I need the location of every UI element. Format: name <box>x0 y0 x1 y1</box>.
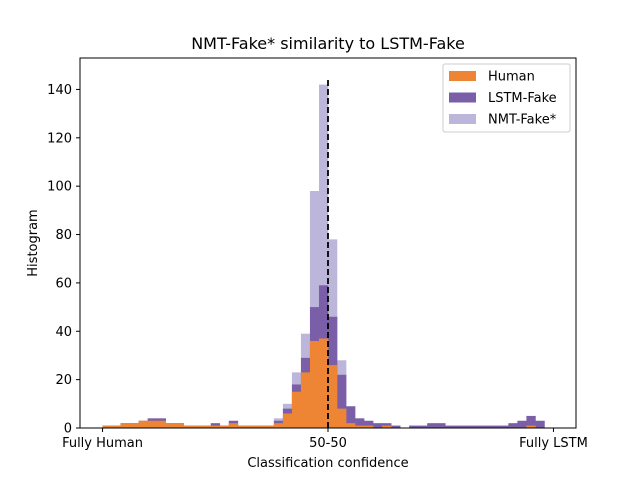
bar-lstm-fake-28 <box>355 418 365 428</box>
y-tick-label: 20 <box>55 373 72 388</box>
y-axis-ticks: 0 20 40 60 80 100 120 140 <box>47 83 80 437</box>
y-tick-label: 40 <box>55 325 72 340</box>
x-axis-label: Classification confidence <box>247 456 408 471</box>
y-axis-label: Histogram <box>26 209 41 276</box>
legend: Human LSTM-Fake NMT-Fake* <box>442 63 571 133</box>
bar-human-17 <box>255 425 266 428</box>
chart-title: NMT-Fake* similarity to LSTM-Fake <box>191 34 465 53</box>
bar-human-8 <box>174 423 185 428</box>
x-tick-label: Fully Human <box>62 436 143 451</box>
bar-lstm-fake-29 <box>364 420 374 428</box>
bar-human-1 <box>111 425 121 428</box>
bar-human-0 <box>102 425 112 428</box>
bar-human-3 <box>129 423 139 428</box>
legend-label-lstm-fake: LSTM-Fake <box>488 91 557 106</box>
y-tick-label: 80 <box>55 228 72 243</box>
bar-human-11 <box>201 425 212 428</box>
x-axis-ticks: Fully Human 50-50 Fully LSTM <box>62 428 588 451</box>
legend-label-human: Human <box>488 70 535 85</box>
bar-human-6 <box>156 420 166 428</box>
bar-lstm-fake-27 <box>346 406 356 428</box>
bar-human-5 <box>147 420 157 428</box>
bar-lstm-fake-40 <box>463 425 473 428</box>
bar-lstm-fake-41 <box>472 425 482 428</box>
bar-human-26 <box>337 408 347 428</box>
bar-human-13 <box>219 425 230 428</box>
bar-human-9 <box>183 425 194 428</box>
bar-lstm-fake-47 <box>526 415 536 428</box>
x-tick-label: Fully LSTM <box>519 436 588 451</box>
legend-swatch-human <box>449 71 476 81</box>
bar-lstm-fake-26 <box>337 374 347 428</box>
bar-human-27 <box>346 423 356 428</box>
bar-human-18 <box>264 425 275 428</box>
legend-label-nmt-fake: NMT-Fake* <box>488 113 557 128</box>
y-tick-label: 60 <box>55 276 72 291</box>
bar-human-29 <box>364 425 374 428</box>
bar-human-4 <box>138 420 148 428</box>
bar-lstm-fake-38 <box>445 425 455 428</box>
bar-lstm-fake-32 <box>391 425 401 428</box>
bar-human-10 <box>192 425 203 428</box>
bar-human-16 <box>246 425 257 428</box>
bar-human-23 <box>309 340 320 428</box>
y-tick-label: 140 <box>47 83 72 98</box>
bar-lstm-fake-36 <box>427 423 437 428</box>
bar-lstm-fake-48 <box>535 420 545 428</box>
bar-human-25 <box>328 365 338 428</box>
bar-human-31 <box>382 425 392 428</box>
y-tick-label: 0 <box>64 422 72 437</box>
bar-human-7 <box>165 423 175 428</box>
bar-lstm-fake-34 <box>409 425 419 428</box>
bar-lstm-fake-44 <box>499 425 509 428</box>
bar-human-47 <box>526 425 536 428</box>
bar-human-15 <box>237 425 248 428</box>
bar-lstm-fake-42 <box>481 425 491 428</box>
bar-human-28 <box>355 425 365 428</box>
bar-lstm-fake-45 <box>508 423 518 428</box>
bar-human-20 <box>282 413 293 428</box>
x-tick-label: 50-50 <box>309 436 347 451</box>
bar-lstm-fake-37 <box>436 423 446 428</box>
bar-human-12 <box>210 425 221 428</box>
bar-human-19 <box>273 423 284 428</box>
bar-lstm-fake-43 <box>490 425 500 428</box>
legend-swatch-lstm-fake <box>449 92 476 103</box>
bar-lstm-fake-39 <box>454 425 464 428</box>
y-tick-label: 120 <box>47 131 72 146</box>
bar-lstm-fake-35 <box>418 425 428 428</box>
bar-lstm-fake-30 <box>373 423 383 428</box>
bars-group <box>102 84 545 428</box>
bar-human-24 <box>318 338 329 428</box>
legend-swatch-nmt-fake <box>449 114 476 124</box>
bar-nmt-fake-24 <box>318 84 329 428</box>
bar-human-2 <box>120 423 130 428</box>
bar-human-21 <box>291 391 302 428</box>
bar-human-22 <box>300 372 311 428</box>
bar-human-14 <box>228 423 239 428</box>
y-tick-label: 100 <box>47 180 72 195</box>
bar-lstm-fake-46 <box>517 420 527 428</box>
